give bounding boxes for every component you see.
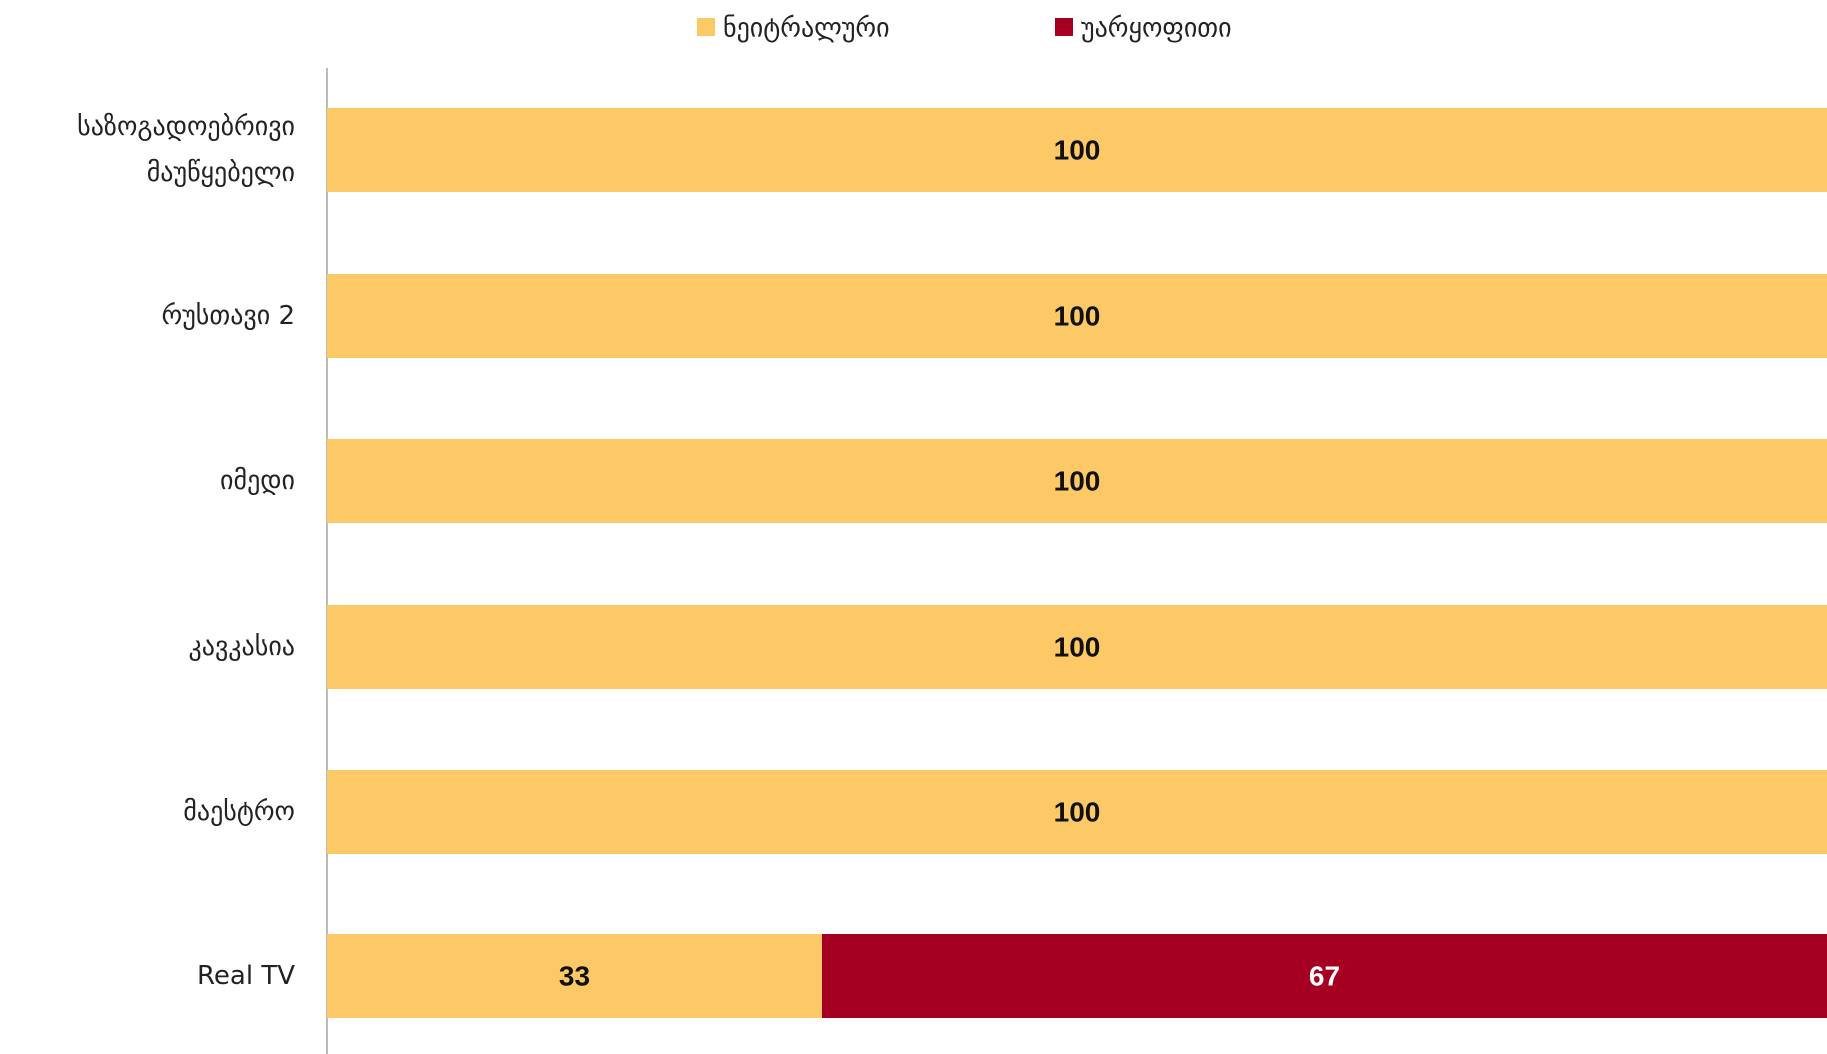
bar-segment — [327, 108, 1827, 192]
category-label: კავკასია — [188, 632, 295, 662]
category-label: მაესტრო — [183, 797, 295, 827]
bar-segment — [327, 274, 1827, 358]
bar-segment — [327, 439, 1827, 523]
legend-label: უარყოფითი — [1081, 14, 1232, 44]
legend-swatch — [697, 18, 715, 36]
legend-label: ნეიტრალური — [723, 14, 890, 44]
category-label: რუსთავი 2 — [161, 301, 295, 331]
data-label: 33 — [559, 960, 590, 991]
bar-segment — [822, 934, 1827, 1018]
category-label: Real TV — [197, 961, 295, 991]
data-label: 100 — [1054, 300, 1101, 331]
data-label: 100 — [1054, 631, 1101, 662]
category-label: იმედი — [220, 466, 295, 496]
legend-swatch — [1055, 18, 1073, 36]
category-label: საზოგადოებრივი მაუწყებელი — [77, 112, 295, 188]
data-label: 100 — [1054, 465, 1101, 496]
data-label: 100 — [1054, 134, 1101, 165]
bar-segment — [327, 934, 822, 1018]
data-label: 67 — [1309, 960, 1340, 991]
bar-segment — [327, 605, 1827, 689]
data-label: 100 — [1054, 796, 1101, 827]
bar-segment — [327, 770, 1827, 854]
